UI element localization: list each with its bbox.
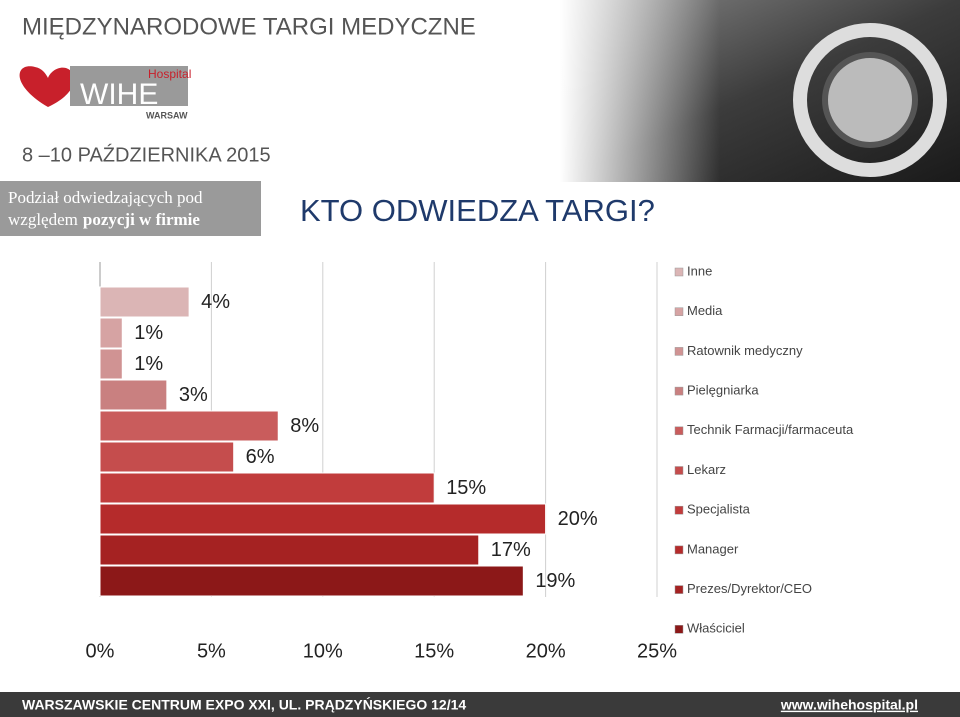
legend-label: Specjalista xyxy=(687,502,751,517)
dates: 8 –10 PAŹDZIERNIKA 2015 xyxy=(22,143,271,166)
bar xyxy=(99,317,123,349)
x-tick-label: 10% xyxy=(303,640,343,662)
stethoscope-ring xyxy=(793,23,947,177)
bar xyxy=(99,286,190,318)
x-tick-label: 20% xyxy=(526,640,566,662)
legend-swatch xyxy=(674,505,684,515)
sidebar-bold: pozycji w firmie xyxy=(83,210,201,229)
value-label: 15% xyxy=(446,477,486,499)
legend-swatch xyxy=(674,585,684,594)
value-label: 8% xyxy=(290,415,319,437)
stethoscope-head xyxy=(822,52,918,148)
bar xyxy=(99,441,235,473)
value-label: 20% xyxy=(558,508,598,530)
sidebar-box xyxy=(0,181,261,236)
bar xyxy=(99,472,435,504)
value-label: 19% xyxy=(535,570,575,592)
logo-main: WIHE xyxy=(80,78,158,111)
bar xyxy=(99,348,123,380)
bar xyxy=(99,534,480,566)
footer-bar xyxy=(0,692,960,717)
legend-label: Lekarz xyxy=(687,462,726,477)
fair-name: MIĘDZYNARODOWE TARGI MEDYCZNE xyxy=(22,13,476,40)
legend-swatch xyxy=(674,426,684,436)
legend-swatch xyxy=(674,466,684,475)
x-tick-label: 5% xyxy=(197,640,226,662)
bar xyxy=(99,565,524,597)
value-label: 4% xyxy=(201,291,230,313)
legend-label: Technik Farmacji/farmaceuta xyxy=(687,422,854,437)
legend-label: Manager xyxy=(687,541,739,556)
legend-label: Prezes/Dyrektor/CEO xyxy=(687,581,812,596)
legend-swatch xyxy=(674,307,684,316)
x-tick-label: 25% xyxy=(637,640,677,662)
bar xyxy=(99,410,279,442)
value-label: 1% xyxy=(134,322,163,344)
legend-swatch xyxy=(674,625,684,634)
footer-address: WARSZAWSKIE CENTRUM EXPO XXI, UL. PRĄDZY… xyxy=(22,697,466,713)
legend-label: Inne xyxy=(687,263,712,278)
chart-title: KTO ODWIEDZA TARGI? xyxy=(300,193,655,228)
legend-label: Właściciel xyxy=(687,621,745,636)
value-label: 3% xyxy=(179,384,208,406)
photo-fade xyxy=(560,0,720,182)
sidebar-line: względem pozycji w firmie xyxy=(8,210,200,229)
sidebar-line: Podział odwiedzających pod xyxy=(8,188,203,207)
legend-swatch xyxy=(674,347,684,356)
logo-heart xyxy=(19,66,75,107)
sidebar-text: względem xyxy=(8,210,78,229)
plot: 0% 5% 10% 15% 20% 25% 4% Inne 1% Media 1% Ratownik … xyxy=(86,262,854,662)
value-label: 17% xyxy=(491,539,531,561)
legend-swatch xyxy=(674,267,684,277)
legend-swatch xyxy=(674,386,684,396)
logo-city: WARSAW xyxy=(146,110,188,120)
value-label: 1% xyxy=(134,353,163,375)
logo-box xyxy=(70,66,188,106)
legend-label: Pielęgniarka xyxy=(687,383,759,398)
legend-label: Media xyxy=(687,303,723,318)
value-label: 6% xyxy=(246,446,275,468)
legend-label: Ratownik medyczny xyxy=(687,343,803,358)
bar xyxy=(99,503,547,535)
footer-url[interactable]: www.wihehospital.pl xyxy=(780,697,918,713)
x-tick-label: 0% xyxy=(86,640,115,662)
logo-small: Hospital xyxy=(148,67,191,81)
legend-swatch xyxy=(674,545,684,555)
x-tick-label: 15% xyxy=(414,640,454,662)
bar xyxy=(99,379,168,411)
